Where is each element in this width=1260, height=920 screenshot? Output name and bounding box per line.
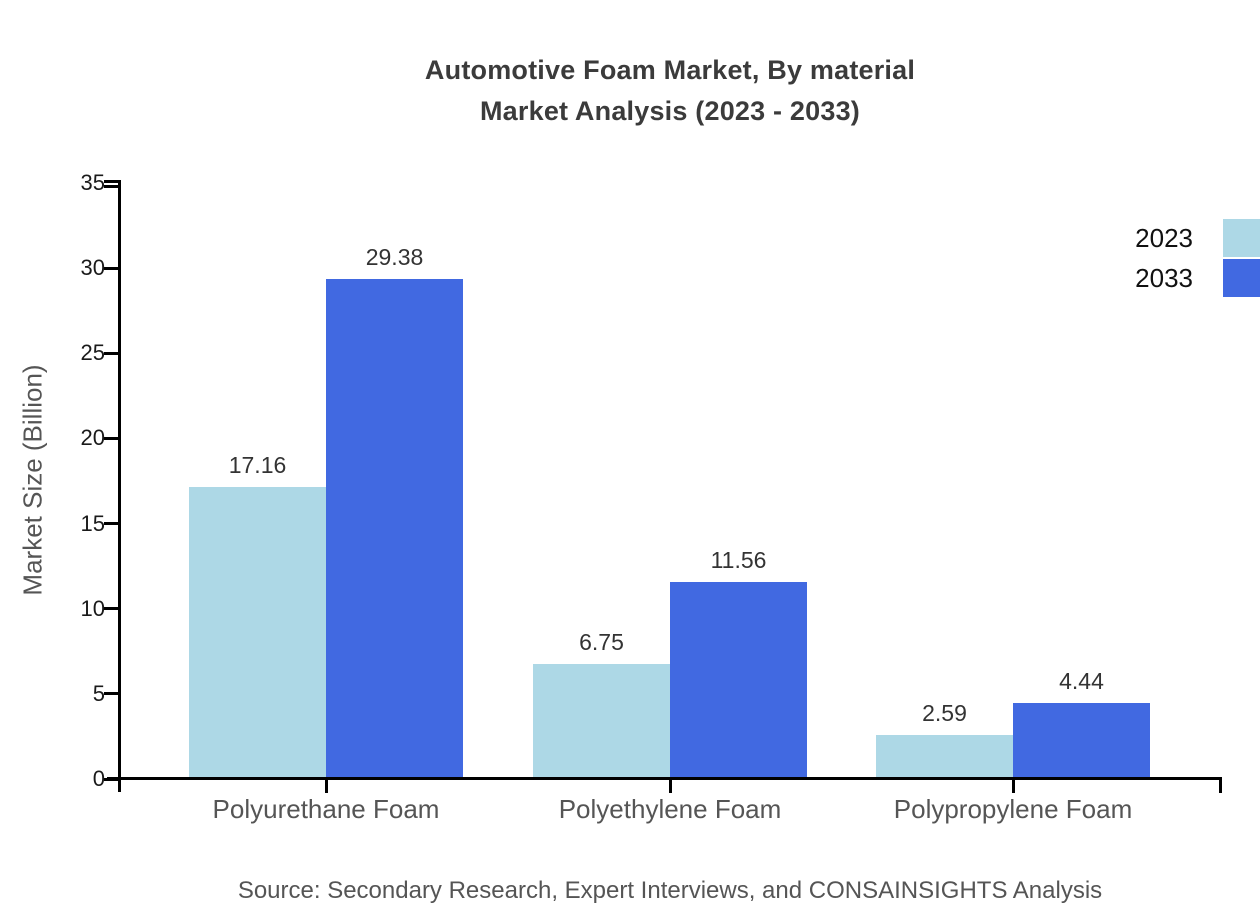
y-axis-cap — [104, 185, 121, 188]
legend-item-2033: 2033 — [1135, 259, 1260, 297]
bar-value-label: 6.75 — [579, 629, 624, 656]
y-tick-mark — [104, 522, 121, 526]
bar-value-label: 4.44 — [1059, 668, 1104, 695]
legend-swatch-2033 — [1223, 259, 1260, 297]
y-axis-title: Market Size (Billion) — [17, 364, 48, 596]
y-tick-mark — [104, 777, 121, 781]
bar-2033-polyethylene-foam — [670, 582, 807, 779]
x-axis-line — [107, 777, 1222, 780]
bar-value-label: 29.38 — [365, 243, 424, 270]
y-tick-mark — [104, 436, 121, 440]
bar-2033-polypropylene-foam — [1013, 703, 1150, 779]
y-tick-mark — [104, 180, 121, 183]
x-tick-mark — [1011, 780, 1015, 793]
chart-title: Automotive Foam Market, By material Mark… — [90, 50, 1250, 132]
legend-label-2033: 2033 — [1135, 262, 1193, 293]
y-axis-line — [118, 180, 121, 792]
y-tick-label: 20 — [80, 425, 105, 451]
y-tick-label: 35 — [80, 170, 105, 195]
chart-title-line2: Market Analysis (2023 - 2033) — [479, 96, 860, 126]
y-tick-mark — [104, 266, 121, 270]
legend-label-2023: 2023 — [1135, 222, 1193, 253]
legend-item-2023: 2023 — [1135, 219, 1260, 257]
bar-2023-polyurethane-foam — [189, 486, 326, 779]
y-tick-label: 15 — [80, 510, 105, 536]
bar-value-label: 17.16 — [228, 451, 287, 478]
y-tick-label: 30 — [80, 255, 105, 281]
source-note: Source: Secondary Research, Expert Inter… — [237, 877, 1103, 904]
y-tick-mark — [104, 692, 121, 696]
x-tick-mark — [324, 780, 328, 793]
x-category-label-polyethylene-foam: Polyethylene Foam — [558, 794, 782, 824]
y-tick-mark — [104, 351, 121, 355]
y-tick-label: 0 — [92, 766, 105, 791]
x-tick-mark — [668, 780, 672, 793]
bar-2023-polyethylene-foam — [533, 664, 670, 779]
bar-2023-polypropylene-foam — [876, 734, 1013, 779]
x-category-label-polyurethane-foam: Polyurethane Foam — [212, 794, 440, 824]
bar-value-label: 11.56 — [710, 547, 767, 574]
legend-swatch-2023 — [1223, 219, 1260, 257]
y-tick-label: 10 — [80, 595, 105, 621]
y-tick-label: 5 — [92, 680, 105, 706]
legend: 2023 2033 — [1135, 219, 1260, 299]
chart-title-line1: Automotive Foam Market, By material — [424, 55, 916, 85]
y-tick-mark — [104, 607, 121, 611]
x-category-label-polypropylene-foam: Polypropylene Foam — [893, 794, 1133, 824]
x-axis-end-tick — [1219, 780, 1222, 793]
bar-value-label: 2.59 — [922, 699, 967, 726]
y-tick-label: 25 — [80, 340, 105, 366]
bar-2033-polyurethane-foam — [326, 278, 463, 779]
